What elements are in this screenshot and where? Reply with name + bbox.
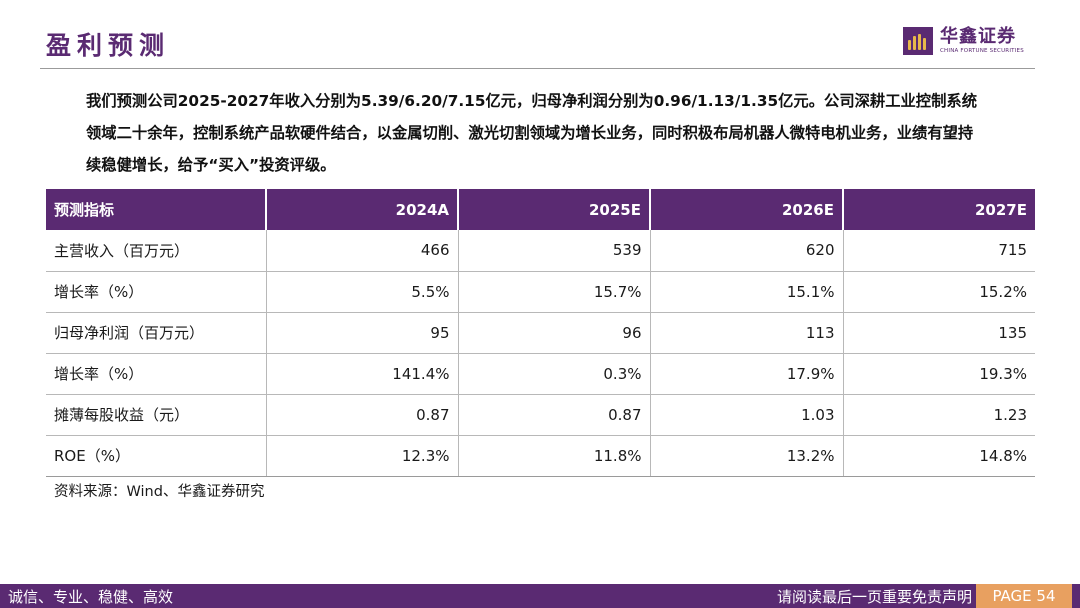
disclaimer-note: 请阅读最后一页重要免责声明: [776, 588, 972, 606]
logo-name-cn: 华鑫证券: [940, 26, 1016, 47]
source-note: 资料来源：Wind、华鑫证券研究: [54, 484, 265, 500]
table-cell: 1.03: [650, 394, 844, 436]
table-cell: 11.8%: [458, 435, 651, 477]
column-header: 2027E: [843, 189, 1035, 230]
table-cell: 15.2%: [843, 271, 1035, 313]
table-cell: 15.1%: [650, 271, 844, 313]
table-row: ROE（%） 12.3% 11.8% 13.2% 14.8%: [46, 435, 1035, 477]
table-header-row: 预测指标 2024A 2025E 2026E 2027E: [46, 189, 1035, 230]
column-header: 预测指标: [46, 189, 267, 230]
table-cell: 539: [458, 230, 651, 272]
row-label: ROE（%）: [46, 435, 267, 477]
table-cell: 5.5%: [266, 271, 459, 313]
table-row: 归母净利润（百万元） 95 96 113 135: [46, 312, 1035, 354]
row-label: 摊薄每股收益（元）: [46, 394, 267, 436]
column-header: 2026E: [650, 189, 844, 230]
row-label: 增长率（%）: [46, 353, 267, 395]
column-header: 2024A: [266, 189, 459, 230]
header-divider: [40, 68, 1035, 69]
table-cell: 1.23: [843, 394, 1035, 436]
table-cell: 13.2%: [650, 435, 844, 477]
table-cell: 715: [843, 230, 1035, 272]
column-header: 2025E: [458, 189, 651, 230]
logo-mark-icon: [903, 27, 933, 55]
row-label: 归母净利润（百万元）: [46, 312, 267, 354]
table-cell: 135: [843, 312, 1035, 354]
table-row: 主营收入（百万元） 466 539 620 715: [46, 230, 1035, 272]
table-cell: 0.87: [458, 394, 651, 436]
page-title: 盈利预测: [46, 31, 171, 60]
footer-slogan: 诚信、专业、稳健、高效: [8, 588, 174, 606]
table-cell: 17.9%: [650, 353, 844, 395]
table-cell: 620: [650, 230, 844, 272]
company-logo: 华鑫证券 CHINA FORTUNE SECURITIES: [903, 25, 1024, 57]
page-number: PAGE 54: [976, 584, 1072, 608]
table-cell: 0.87: [266, 394, 459, 436]
table-row: 摊薄每股收益（元） 0.87 0.87 1.03 1.23: [46, 394, 1035, 436]
table-cell: 14.8%: [843, 435, 1035, 477]
table-cell: 0.3%: [458, 353, 651, 395]
table-cell: 141.4%: [266, 353, 459, 395]
table-cell: 19.3%: [843, 353, 1035, 395]
table-cell: 466: [266, 230, 459, 272]
logo-name-en: CHINA FORTUNE SECURITIES: [940, 48, 1024, 54]
table-cell: 12.3%: [266, 435, 459, 477]
summary-paragraph: 我们预测公司2025-2027年收入分别为5.39/6.20/7.15亿元，归母…: [86, 92, 977, 174]
table-cell: 15.7%: [458, 271, 651, 313]
table-cell: 113: [650, 312, 844, 354]
footer-bar: 诚信、专业、稳健、高效 请阅读最后一页重要免责声明 PAGE 54: [0, 584, 1080, 608]
table-cell: 96: [458, 312, 651, 354]
table-cell: 95: [266, 312, 459, 354]
row-label: 主营收入（百万元）: [46, 230, 267, 272]
row-label: 增长率（%）: [46, 271, 267, 313]
table-row: 增长率（%） 141.4% 0.3% 17.9% 19.3%: [46, 353, 1035, 395]
table-row: 增长率（%） 5.5% 15.7% 15.1% 15.2%: [46, 271, 1035, 313]
forecast-table: 预测指标 2024A 2025E 2026E 2027E 主营收入（百万元） 4…: [46, 189, 1035, 477]
